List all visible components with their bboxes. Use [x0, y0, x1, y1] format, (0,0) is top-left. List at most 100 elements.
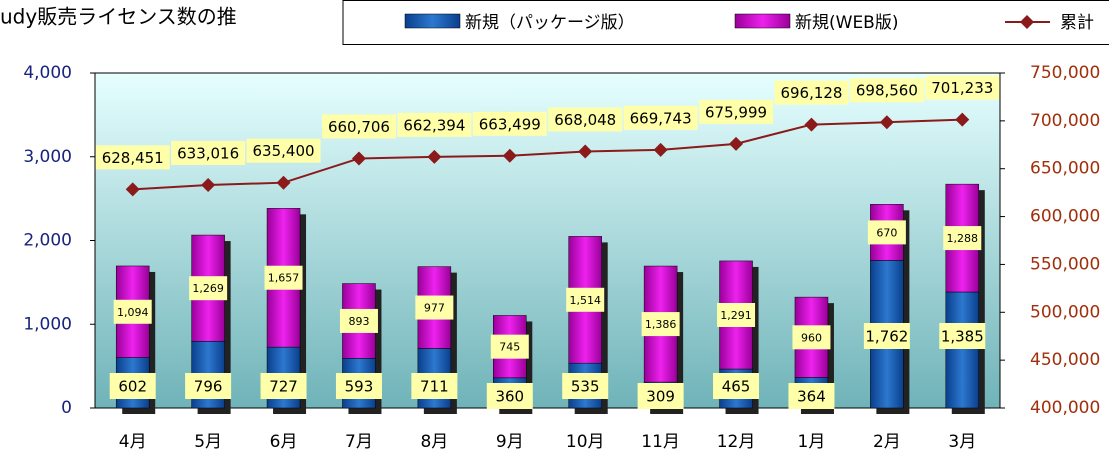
value-label: 663,499 — [479, 115, 541, 133]
x-tick-label: 10月 — [566, 432, 605, 452]
line-marker — [804, 117, 819, 132]
plot-area — [94, 72, 1001, 409]
chart-title: udy販売ライセンス数の推 — [0, 5, 237, 29]
x-tick-label: 1月 — [798, 432, 826, 452]
value-label: 662,394 — [403, 116, 465, 134]
value-label: 309 — [646, 388, 675, 406]
x-tick-label: 4月 — [119, 432, 147, 452]
value-label: 633,016 — [177, 144, 239, 162]
value-label: 960 — [801, 331, 822, 344]
legend-swatch — [734, 13, 791, 29]
value-label-box — [246, 138, 321, 163]
value-label-box — [260, 373, 307, 399]
value-label: 635,400 — [253, 142, 315, 160]
value-label-box — [264, 265, 303, 290]
value-label-box — [95, 145, 170, 170]
value-label: 465 — [722, 378, 751, 396]
value-label: 593 — [345, 378, 374, 396]
value-label-box — [189, 276, 228, 301]
value-label: 1,657 — [268, 272, 300, 285]
value-label-box — [713, 373, 760, 399]
value-label: 364 — [797, 388, 826, 406]
line-marker — [276, 175, 291, 190]
x-tick-label: 11月 — [641, 432, 680, 452]
value-label: 675,999 — [705, 103, 767, 121]
line-marker — [125, 182, 140, 197]
value-label-box — [867, 220, 906, 245]
value-label: 669,743 — [630, 109, 692, 127]
y2-tick-label: 450,000 — [1030, 350, 1100, 370]
value-label: 977 — [424, 302, 445, 315]
line-marker — [201, 177, 216, 192]
value-label-box — [849, 78, 924, 103]
value-label: 1,385 — [941, 328, 984, 346]
y-tick-label: 1,000 — [23, 314, 72, 334]
value-label-box — [109, 373, 156, 399]
value-label-box — [415, 295, 454, 320]
x-tick-label: 9月 — [496, 432, 524, 452]
value-label: 796 — [194, 378, 223, 396]
x-tick-label: 8月 — [420, 432, 448, 452]
x-tick-label: 5月 — [194, 432, 222, 452]
value-label-box — [699, 99, 774, 124]
value-label-box — [774, 80, 849, 105]
y2-tick-label: 600,000 — [1030, 207, 1100, 227]
line-marker — [351, 151, 366, 166]
line-marker — [955, 112, 970, 127]
value-label-box — [623, 105, 698, 130]
x-tick-label: 3月 — [948, 432, 976, 452]
value-label: 711 — [420, 378, 449, 396]
y2-tick-label: 500,000 — [1030, 302, 1100, 322]
value-label-box — [788, 383, 835, 409]
value-label-box — [641, 312, 680, 337]
value-label-box — [397, 112, 472, 137]
value-label-box — [321, 114, 396, 139]
value-label-box — [792, 325, 831, 350]
line-marker — [427, 149, 442, 164]
value-label-box — [566, 287, 605, 312]
y-tick-label: 0 — [61, 398, 72, 418]
line-marker — [879, 115, 894, 130]
value-label-box — [171, 140, 246, 165]
x-tick-label: 7月 — [345, 432, 373, 452]
value-label: 1,291 — [720, 309, 752, 322]
value-label-box — [490, 334, 529, 359]
legend-label: 累計 — [1060, 13, 1094, 33]
y-tick-label: 3,000 — [23, 147, 72, 167]
bar — [945, 291, 980, 409]
value-label: 1,762 — [865, 328, 908, 346]
value-label: 660,706 — [328, 118, 390, 136]
value-label: 696,128 — [780, 84, 842, 102]
line-marker — [502, 148, 517, 163]
x-tick-label: 2月 — [873, 432, 901, 452]
y2-tick-label: 700,000 — [1030, 111, 1100, 131]
value-label-box — [335, 373, 382, 399]
value-label-box — [925, 75, 1000, 100]
value-label-box — [943, 226, 982, 251]
value-label-box — [939, 323, 986, 349]
value-label: 670 — [876, 226, 897, 239]
y2-tick-label: 550,000 — [1030, 254, 1100, 274]
legend-swatch — [404, 13, 461, 29]
value-label: 893 — [348, 315, 369, 328]
value-label: 727 — [269, 378, 298, 396]
line-marker — [729, 136, 744, 151]
value-label: 1,288 — [947, 232, 979, 245]
legend — [342, 0, 1109, 45]
line — [132, 118, 963, 191]
value-label-box — [637, 383, 684, 409]
line-marker — [578, 144, 593, 159]
y-tick-label: 4,000 — [23, 63, 72, 83]
x-tick-label: 6月 — [270, 432, 298, 452]
value-label: 698,560 — [856, 82, 918, 100]
x-tick-label: 12月 — [717, 432, 756, 452]
value-label: 701,233 — [931, 79, 993, 97]
value-label: 535 — [571, 378, 600, 396]
value-label-box — [113, 299, 152, 324]
value-label-box — [717, 302, 756, 327]
value-label: 1,514 — [569, 294, 601, 307]
value-label: 1,386 — [645, 318, 677, 331]
value-label: 628,451 — [102, 149, 164, 167]
y2-tick-label: 750,000 — [1030, 63, 1100, 83]
